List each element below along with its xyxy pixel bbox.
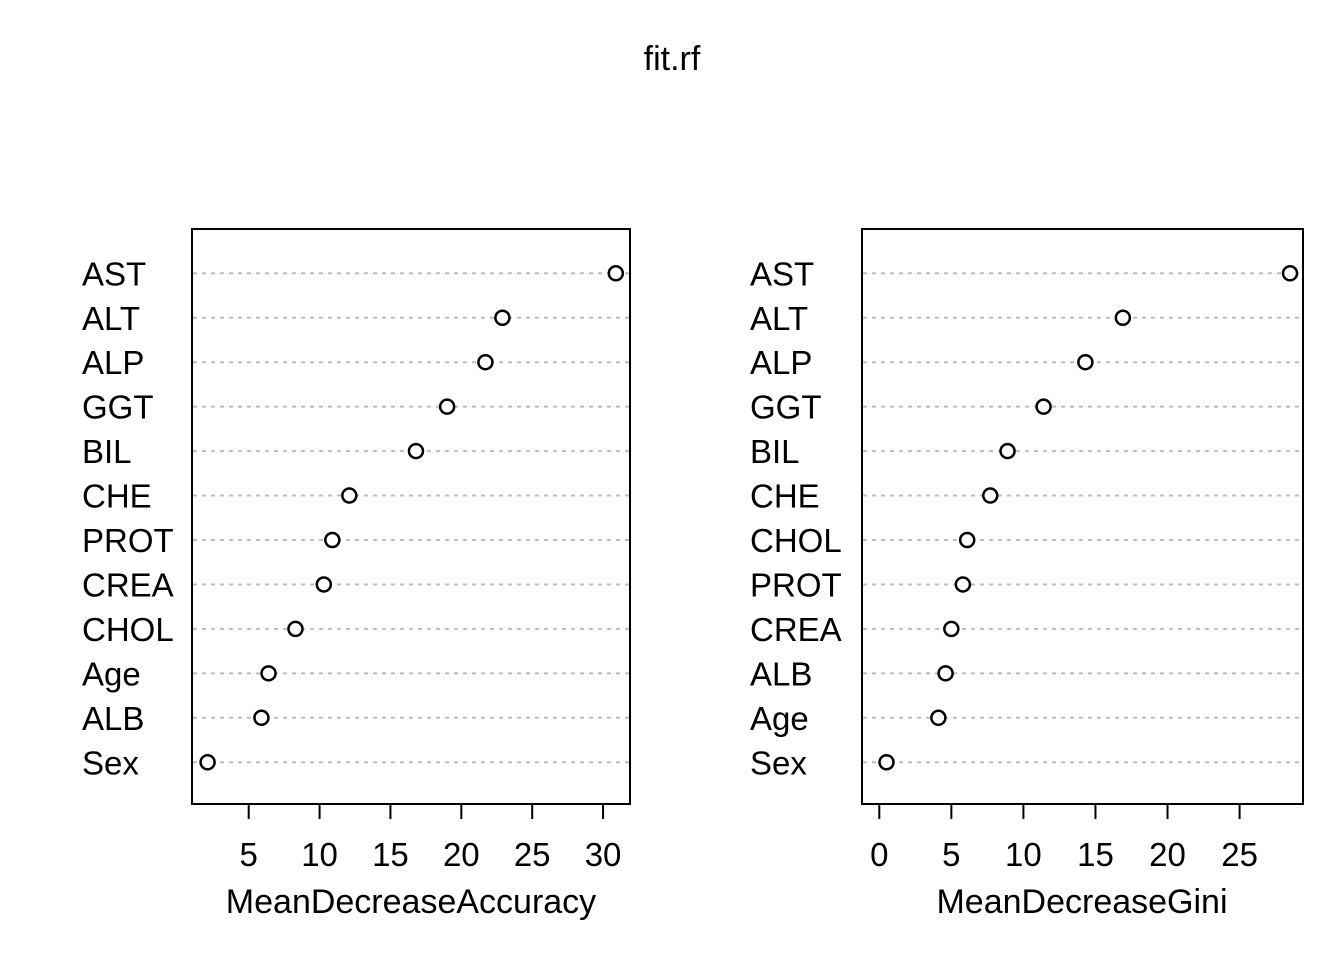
data-point-BIL <box>407 442 425 460</box>
y-category-label-CREA: CREA <box>82 566 174 603</box>
x-tick-label: 10 <box>1005 836 1042 873</box>
x-tick-label: 25 <box>514 836 551 873</box>
data-point-ALP <box>1077 353 1094 371</box>
data-point-Age <box>930 709 947 727</box>
y-category-label-Sex: Sex <box>750 744 807 781</box>
y-category-label-CHE: CHE <box>750 478 820 515</box>
data-point-PROT <box>324 531 341 549</box>
y-category-label-PROT: PROT <box>82 522 174 559</box>
x-tick-label: 20 <box>1149 836 1186 873</box>
plot-box <box>861 228 1304 805</box>
y-category-label-ALB: ALB <box>82 700 144 737</box>
y-category-label-ALT: ALT <box>750 300 808 337</box>
y-category-label-AST: AST <box>750 255 814 292</box>
x-tick-label: 15 <box>372 836 409 873</box>
data-point-CREA <box>315 576 333 593</box>
x-tick-label: 20 <box>443 836 480 873</box>
y-category-label-ALP: ALP <box>750 344 812 381</box>
x-tick-label: 5 <box>240 836 258 873</box>
data-point-Sex <box>199 754 216 771</box>
y-category-label-ALT: ALT <box>82 300 140 337</box>
y-category-label-CREA: CREA <box>750 611 842 648</box>
x-tick-label: 30 <box>585 836 622 873</box>
panel-right: 0 5 10 15 20 25 AST ALT ALP GGT BIL CHE CHOL PROT CREA… <box>750 228 1304 873</box>
y-category-label-Age: Age <box>82 655 141 692</box>
y-category-label-BIL: BIL <box>82 433 132 470</box>
y-category-label-PROT: PROT <box>750 566 842 603</box>
y-category-label-GGT: GGT <box>750 389 822 426</box>
data-point-CHOL <box>287 620 304 638</box>
data-point-ALB <box>253 709 270 727</box>
y-category-label-AST: AST <box>82 255 146 292</box>
x-tick-label: 5 <box>942 836 960 873</box>
data-point-AST <box>607 265 625 282</box>
x-tick-label: 25 <box>1221 836 1258 873</box>
data-point-Age <box>260 665 277 682</box>
y-category-label-CHE: CHE <box>82 478 152 515</box>
y-category-label-Age: Age <box>750 700 809 737</box>
y-category-label-ALB: ALB <box>750 655 812 692</box>
data-point-CHE <box>982 487 999 504</box>
x-tick-label: 10 <box>301 836 338 873</box>
data-point-PROT <box>954 576 972 593</box>
y-category-label-CHOL: CHOL <box>82 611 174 648</box>
data-point-ALT <box>1114 309 1132 326</box>
data-point-ALP <box>477 353 494 371</box>
plot-box <box>191 228 631 805</box>
data-point-CHE <box>341 487 358 504</box>
data-point-GGT <box>1035 398 1052 415</box>
y-category-label-GGT: GGT <box>82 389 154 426</box>
y-category-label-BIL: BIL <box>750 433 800 470</box>
data-point-ALB <box>937 665 954 682</box>
y-category-label-ALP: ALP <box>82 344 144 381</box>
data-point-BIL <box>999 442 1016 460</box>
x-axis-title-accuracy: MeanDecreaseAccuracy <box>226 883 596 921</box>
panel-left: 5 10 15 20 25 30 AST ALT ALP GGT BIL CHE PROT CREA CHO… <box>82 228 631 873</box>
data-point-Sex <box>878 754 895 771</box>
data-point-ALT <box>494 309 511 326</box>
data-point-CREA <box>943 620 960 638</box>
data-point-CHOL <box>958 531 976 549</box>
x-axis-title-gini: MeanDecreaseGini <box>936 883 1227 921</box>
panels-group: 5 10 15 20 25 30 AST ALT ALP GGT BIL CHE PROT CREA CHO… <box>82 228 1304 873</box>
y-category-label-CHOL: CHOL <box>750 522 842 559</box>
x-tick-label: 15 <box>1077 836 1114 873</box>
chart-title: fit.rf <box>644 40 701 78</box>
data-point-AST <box>1281 265 1299 282</box>
x-tick-label: 0 <box>870 836 888 873</box>
data-point-GGT <box>438 398 456 415</box>
y-category-label-Sex: Sex <box>82 744 139 781</box>
